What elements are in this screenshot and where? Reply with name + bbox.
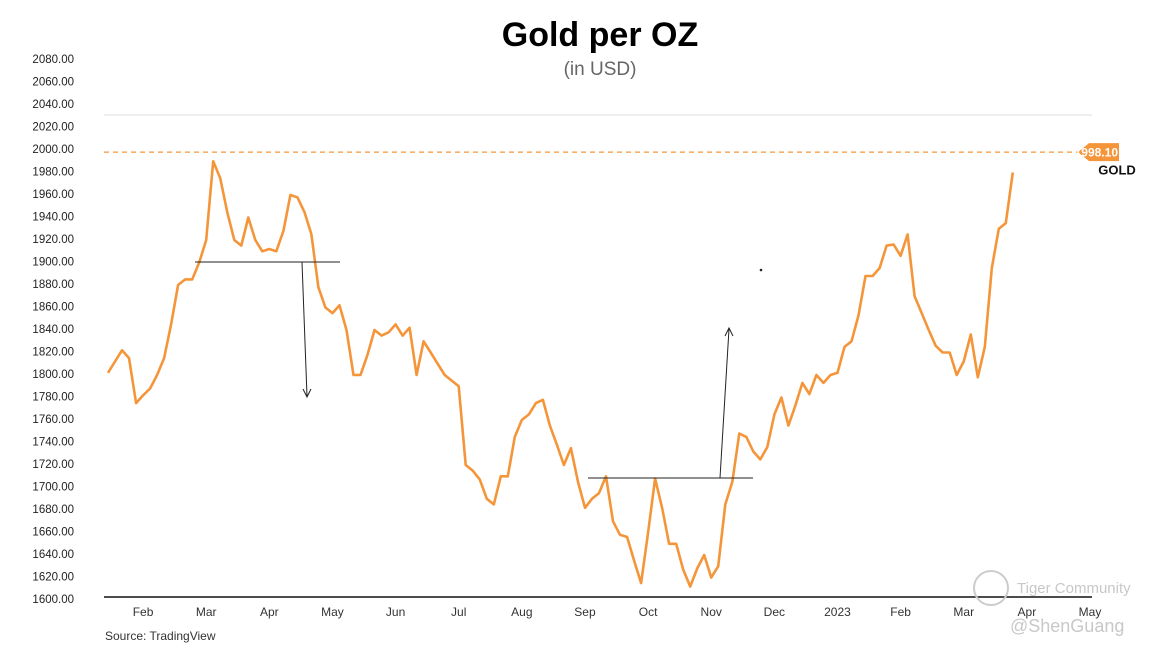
arrow-up — [719, 328, 730, 479]
y-tick-label: 1840.00 — [32, 324, 74, 336]
x-tick-label: 2023 — [824, 605, 851, 619]
y-tick-label: 2040.00 — [32, 99, 74, 111]
price-line — [106, 160, 1015, 588]
y-tick-label: 1780.00 — [32, 392, 74, 404]
y-tick-label: 1940.00 — [32, 212, 74, 224]
y-tick-label: 1740.00 — [32, 437, 74, 449]
x-tick-label: May — [321, 605, 344, 619]
y-tick-label: 1600.00 — [32, 594, 74, 606]
y-tick-label: 1720.00 — [32, 459, 74, 471]
y-tick-label: 1920.00 — [32, 234, 74, 246]
watermark: Tiger Community — [1017, 580, 1131, 597]
y-tick-label: 1680.00 — [32, 504, 74, 516]
plot: 1600.00 1620.00 1640.00 1660.00 1680.00 1700.… — [32, 54, 1135, 619]
watermark-logo — [973, 570, 1009, 606]
y-tick-label: 1800.00 — [32, 369, 74, 381]
last-price-tag — [1078, 143, 1119, 162]
y-tick-label: 2020.00 — [32, 122, 74, 134]
chart-title: Gold per OZ — [502, 16, 698, 54]
x-tick-label: Apr — [260, 605, 279, 619]
x-tick-label: May — [1079, 605, 1102, 619]
y-tick-label: 1820.00 — [32, 347, 74, 359]
x-tick-label: Jul — [451, 605, 466, 619]
y-tick-label: 1660.00 — [32, 527, 74, 539]
y-tick-label: 1620.00 — [32, 572, 74, 584]
x-tick-label: Feb — [133, 605, 154, 619]
x-tick-label: Mar — [953, 605, 974, 619]
last-price-label: 1998.10 — [1075, 145, 1119, 159]
y-tick-label: 1880.00 — [32, 279, 74, 291]
y-tick-label: 1760.00 — [32, 414, 74, 426]
x-tick-label: Oct — [639, 605, 658, 619]
arrow-head — [724, 326, 734, 337]
x-tick-label: Apr — [1018, 605, 1037, 619]
x-tick-label: Feb — [890, 605, 911, 619]
arrow-head — [302, 388, 312, 399]
arrow-down — [301, 261, 308, 397]
chart-subtitle: (in USD) — [564, 59, 637, 80]
y-tick-label: 1860.00 — [32, 302, 74, 314]
x-tick-label: Sep — [574, 605, 596, 619]
y-tick-label: 1900.00 — [32, 257, 74, 269]
dot — [759, 268, 763, 272]
y-tick-label: 1640.00 — [32, 549, 74, 561]
annotations — [195, 261, 763, 479]
x-tick-label: Nov — [701, 605, 722, 619]
y-tick-label: 1700.00 — [32, 482, 74, 494]
y-tick-label: 2080.00 — [32, 54, 74, 66]
credit: @ShenGuang — [1010, 616, 1124, 636]
last-price-name: GOLD — [1098, 163, 1136, 178]
x-tick-label: Mar — [196, 605, 217, 619]
x-tick-label: Jun — [386, 605, 405, 619]
y-tick-label: 1980.00 — [32, 167, 74, 179]
y-tick-label: 2060.00 — [32, 77, 74, 89]
y-tick-label: 1960.00 — [32, 189, 74, 201]
y-tick-label: 2000.00 — [32, 144, 74, 156]
x-tick-label: Aug — [511, 605, 532, 619]
source-note: Source: TradingView — [105, 629, 216, 643]
x-tick-label: Dec — [764, 605, 785, 619]
